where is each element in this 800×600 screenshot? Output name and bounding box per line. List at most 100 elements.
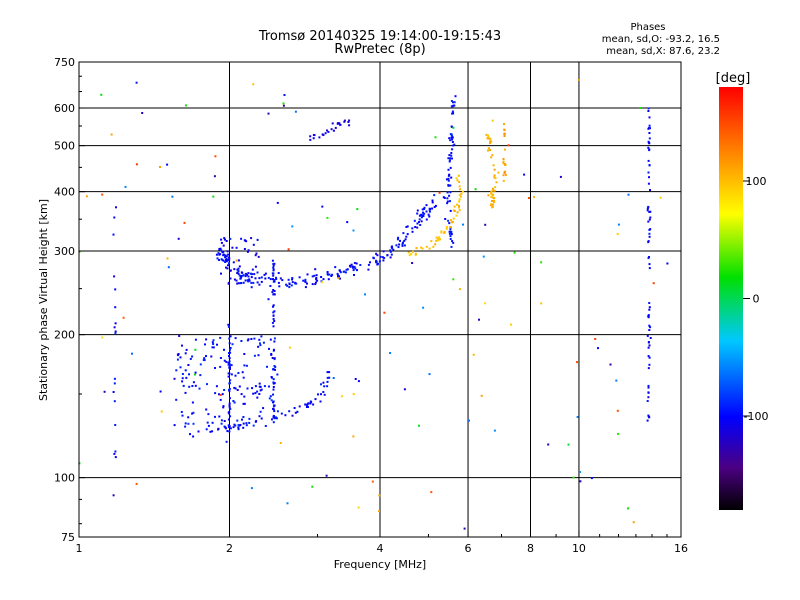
echo-point xyxy=(191,385,194,387)
echo-point xyxy=(494,177,497,180)
echo-point xyxy=(449,219,452,222)
echo-point xyxy=(485,133,488,136)
echo-point xyxy=(259,344,262,347)
echo-point xyxy=(259,342,261,345)
echo-point xyxy=(110,133,113,136)
echo-point xyxy=(181,380,184,383)
echo-point xyxy=(449,228,452,231)
echo-point xyxy=(122,316,125,319)
echo-point xyxy=(352,269,355,272)
echo-point xyxy=(228,337,231,340)
echo-point xyxy=(237,424,240,427)
echo-point xyxy=(241,418,243,421)
echo-point xyxy=(267,276,270,279)
x-tick-label: 16 xyxy=(674,542,688,555)
echo-point xyxy=(451,110,454,113)
echo-point xyxy=(101,193,104,196)
echo-point xyxy=(334,266,337,269)
echo-point xyxy=(229,427,232,430)
echo-point xyxy=(402,241,404,244)
echo-point xyxy=(184,369,187,372)
echo-point xyxy=(228,366,231,369)
echo-point xyxy=(435,239,438,242)
echo-point xyxy=(617,223,620,226)
echo-point xyxy=(228,387,231,390)
echo-point xyxy=(173,424,176,427)
echo-point xyxy=(328,376,331,379)
echo-point xyxy=(240,393,243,396)
echo-point xyxy=(451,138,454,141)
echo-point xyxy=(416,222,419,225)
echo-point xyxy=(253,354,256,357)
echo-point xyxy=(307,402,310,405)
echo-point xyxy=(295,282,298,285)
echo-point xyxy=(478,318,480,321)
echo-point xyxy=(395,244,398,247)
echo-point xyxy=(254,254,257,257)
echo-point xyxy=(309,402,312,405)
echo-point xyxy=(423,212,426,215)
echo-point xyxy=(403,388,406,391)
echo-point xyxy=(273,417,276,420)
echo-point xyxy=(397,246,400,249)
echo-point xyxy=(446,197,449,200)
echo-point xyxy=(272,386,275,388)
echo-point xyxy=(100,93,103,96)
echo-point xyxy=(286,502,289,505)
echo-point xyxy=(272,314,275,317)
y-axis-ticks: 75 100 200 300 400 500 600 750 xyxy=(54,56,85,544)
echo-point xyxy=(245,424,248,427)
echo-point xyxy=(252,281,255,284)
echo-point xyxy=(248,279,250,282)
echo-point xyxy=(448,137,451,140)
echo-point xyxy=(438,236,441,239)
echo-point xyxy=(228,357,231,360)
echo-point xyxy=(346,268,349,271)
echo-point xyxy=(397,236,400,239)
echo-point xyxy=(420,213,423,216)
echo-point xyxy=(272,407,274,410)
echo-point xyxy=(258,385,261,388)
echo-point xyxy=(166,257,169,260)
echo-point xyxy=(307,406,309,408)
echo-point xyxy=(135,163,138,166)
echo-point xyxy=(453,143,456,146)
colorbar-tick-label: 0 xyxy=(753,293,760,306)
echo-point xyxy=(229,269,232,272)
echo-point xyxy=(207,413,210,416)
echo-point xyxy=(226,250,229,253)
echo-point xyxy=(510,323,512,326)
echo-point xyxy=(648,164,651,167)
echo-point xyxy=(274,366,277,368)
echo-point xyxy=(227,375,230,378)
echo-point xyxy=(411,250,414,253)
echo-point xyxy=(227,282,230,285)
echo-point xyxy=(259,410,262,413)
echo-point xyxy=(428,215,431,218)
echo-point xyxy=(268,385,270,388)
echo-point xyxy=(237,426,240,429)
echo-point xyxy=(236,268,239,271)
echo-point xyxy=(649,189,651,191)
echo-point xyxy=(223,389,226,391)
echo-point xyxy=(648,308,651,311)
echo-point xyxy=(503,163,506,166)
echo-point xyxy=(229,277,232,280)
echo-point xyxy=(403,244,406,247)
echo-point xyxy=(449,166,452,169)
echo-point xyxy=(294,411,297,414)
echo-point xyxy=(321,281,323,284)
echo-point xyxy=(431,207,434,210)
echo-point xyxy=(182,384,185,387)
echo-point xyxy=(225,240,228,242)
echo-point xyxy=(259,389,262,392)
echo-point xyxy=(504,173,507,176)
echo-point xyxy=(316,279,319,282)
echo-point xyxy=(273,320,276,322)
echo-point xyxy=(616,233,619,235)
echo-point xyxy=(192,422,195,425)
echo-point xyxy=(318,136,321,139)
echo-point xyxy=(272,274,275,277)
echo-point xyxy=(272,415,275,418)
echo-point xyxy=(462,223,464,226)
